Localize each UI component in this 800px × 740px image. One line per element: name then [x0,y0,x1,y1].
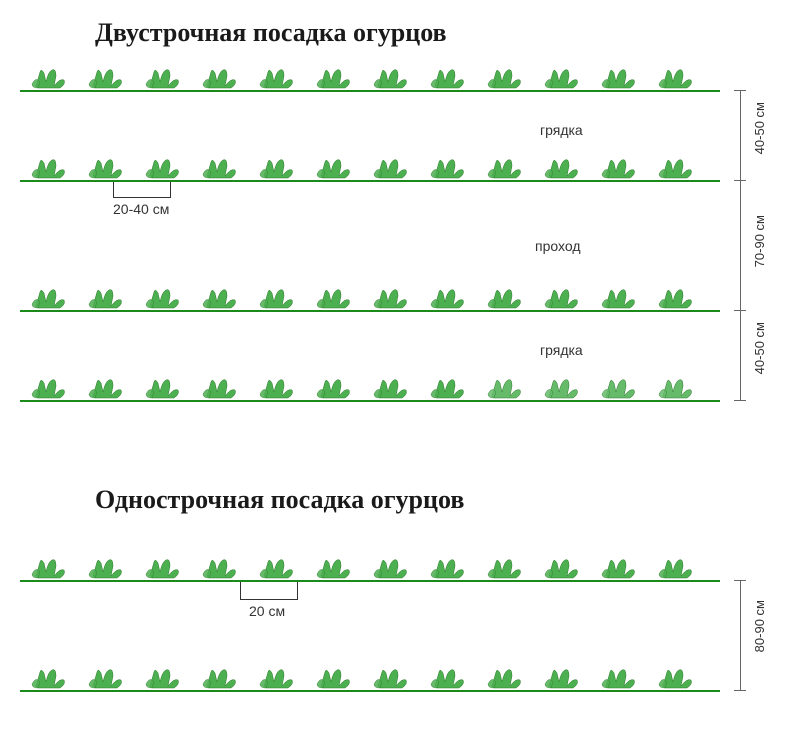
plant-icon [543,374,581,402]
plant-icon [315,64,353,92]
plant-icon [258,554,296,582]
plant-icon [600,64,638,92]
plant-icon [657,374,695,402]
plant-icon [600,284,638,312]
dim-single-row-spacing: 80-90 см [752,600,767,652]
plant-icon [87,64,125,92]
bed-label-1: грядка [540,122,583,138]
plant-icon [486,154,524,182]
plant-icon [372,284,410,312]
plant-icon [429,554,467,582]
plant-icon [486,554,524,582]
plant-icon [201,554,239,582]
plant-icon [258,284,296,312]
plant-icon [429,284,467,312]
plant-icon [600,374,638,402]
plant-icon [486,664,524,692]
dim-tick [734,580,746,581]
plant-icon [258,664,296,692]
plant-icon [543,284,581,312]
plant-icon [543,64,581,92]
plant-icon [30,64,68,92]
plant-icon [429,64,467,92]
plant-icon [144,664,182,692]
plant-icon [315,554,353,582]
bed-label-2: грядка [540,342,583,358]
plant-icon [600,154,638,182]
plant-icon [315,154,353,182]
plant-icon [258,64,296,92]
plant-icon [30,154,68,182]
dim-tick [734,690,746,691]
plant-icon [657,554,695,582]
plant-icon [600,554,638,582]
plant-icon [201,154,239,182]
spacing-bracket-double [113,182,171,198]
title-double-row: Двустрочная посадка огурцов [95,18,447,48]
dim-tick [734,90,746,91]
plant-icon [87,664,125,692]
plant-icon [30,284,68,312]
plant-icon [30,554,68,582]
plant-icon [315,664,353,692]
plant-icon [201,64,239,92]
dim-tick [734,400,746,401]
plant-icon [372,64,410,92]
plant-icon [144,554,182,582]
plant-icon [429,664,467,692]
plant-icon [315,284,353,312]
title-single-row: Однострочная посадка огурцов [95,485,464,515]
plant-icon [486,374,524,402]
plant-icon [87,284,125,312]
plant-icon [486,284,524,312]
plant-icon [543,154,581,182]
spacing-label-single: 20 см [249,603,285,619]
plant-icon [657,64,695,92]
dim-bed-width-2: 40-50 см [752,322,767,374]
dim-aisle-width: 70-90 см [752,215,767,267]
plant-icon [429,154,467,182]
plant-icon [87,374,125,402]
plant-icon [600,664,638,692]
plant-icon [372,554,410,582]
plant-icon [372,374,410,402]
plant-icon [87,554,125,582]
plant-icon [144,284,182,312]
plant-icon [144,64,182,92]
spacing-label-double: 20-40 см [113,201,169,217]
plant-icon [429,374,467,402]
aisle-label: проход [535,238,581,254]
plant-icon [258,154,296,182]
spacing-bracket-single [240,582,298,600]
dim-vline-single [740,580,741,690]
plant-icon [543,554,581,582]
plant-icon [486,64,524,92]
dim-tick [734,310,746,311]
plant-icon [201,284,239,312]
plant-icon [201,374,239,402]
plant-icon [258,374,296,402]
plant-icon [201,664,239,692]
plant-icon [657,284,695,312]
plant-icon [87,154,125,182]
dim-vline [740,90,741,400]
plant-icon [543,664,581,692]
dim-tick [734,180,746,181]
dim-bed-width-1: 40-50 см [752,102,767,154]
plant-icon [144,154,182,182]
plant-icon [372,154,410,182]
plant-icon [372,664,410,692]
plant-icon [657,154,695,182]
plant-icon [30,374,68,402]
plant-icon [657,664,695,692]
plant-icon [315,374,353,402]
plant-icon [144,374,182,402]
plant-icon [30,664,68,692]
